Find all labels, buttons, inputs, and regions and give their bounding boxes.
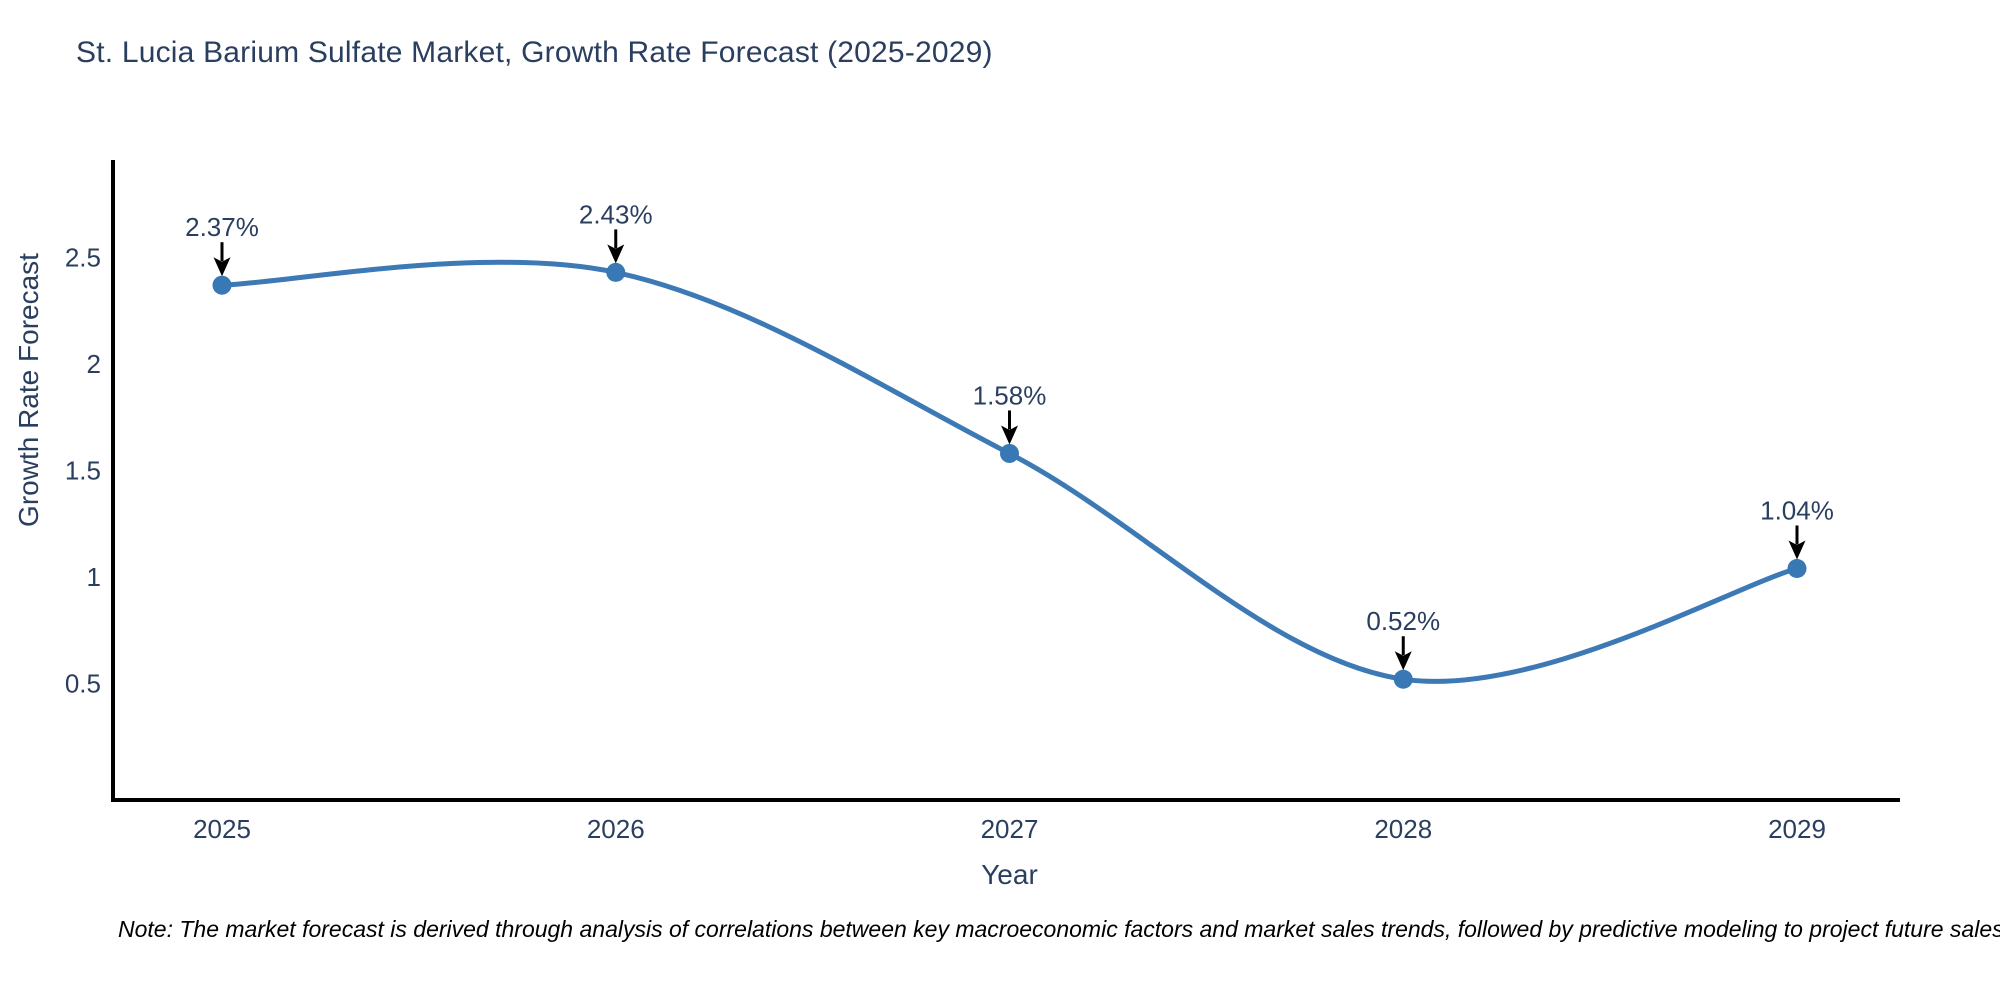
data-point-marker bbox=[606, 262, 626, 282]
data-point-marker bbox=[1000, 443, 1019, 463]
y-tick-label: 1 bbox=[87, 562, 101, 592]
x-tick-label: 2029 bbox=[1768, 814, 1826, 844]
footnote: Note: The market forecast is derived thr… bbox=[118, 916, 2000, 942]
annotation-arrow-head bbox=[1394, 651, 1412, 671]
x-axis-title: Year bbox=[981, 859, 1038, 890]
y-tick-label: 2.5 bbox=[65, 243, 101, 273]
x-tick-label: 2028 bbox=[1374, 814, 1432, 844]
x-tick-label: 2027 bbox=[981, 814, 1039, 844]
annotation-arrow-head bbox=[213, 257, 231, 277]
annotation-label: 1.58% bbox=[973, 380, 1047, 410]
y-tick-label: 1.5 bbox=[65, 456, 101, 486]
data-point-marker bbox=[212, 275, 232, 295]
annotation-arrow-head bbox=[1001, 425, 1018, 445]
annotation-arrow-head bbox=[607, 244, 625, 264]
annotation-label: 2.37% bbox=[185, 212, 259, 242]
axis-lines bbox=[111, 160, 1900, 802]
data-point-marker bbox=[1787, 558, 1807, 578]
data-point-marker bbox=[1393, 669, 1413, 689]
x-tick-label: 2025 bbox=[193, 814, 251, 844]
y-tick-label: 0.5 bbox=[65, 669, 101, 699]
annotation-label: 1.04% bbox=[1760, 495, 1834, 525]
chart-title: St. Lucia Barium Sulfate Market, Growth … bbox=[76, 36, 993, 69]
annotation-arrow-head bbox=[1788, 540, 1806, 560]
y-axis-title: Growth Rate Forecast bbox=[13, 253, 44, 527]
annotation-label: 0.52% bbox=[1366, 606, 1440, 636]
x-tick-label: 2026 bbox=[587, 814, 645, 844]
annotation-label: 2.43% bbox=[579, 199, 653, 229]
y-tick-label: 2 bbox=[87, 349, 101, 379]
series-line bbox=[219, 259, 1800, 684]
